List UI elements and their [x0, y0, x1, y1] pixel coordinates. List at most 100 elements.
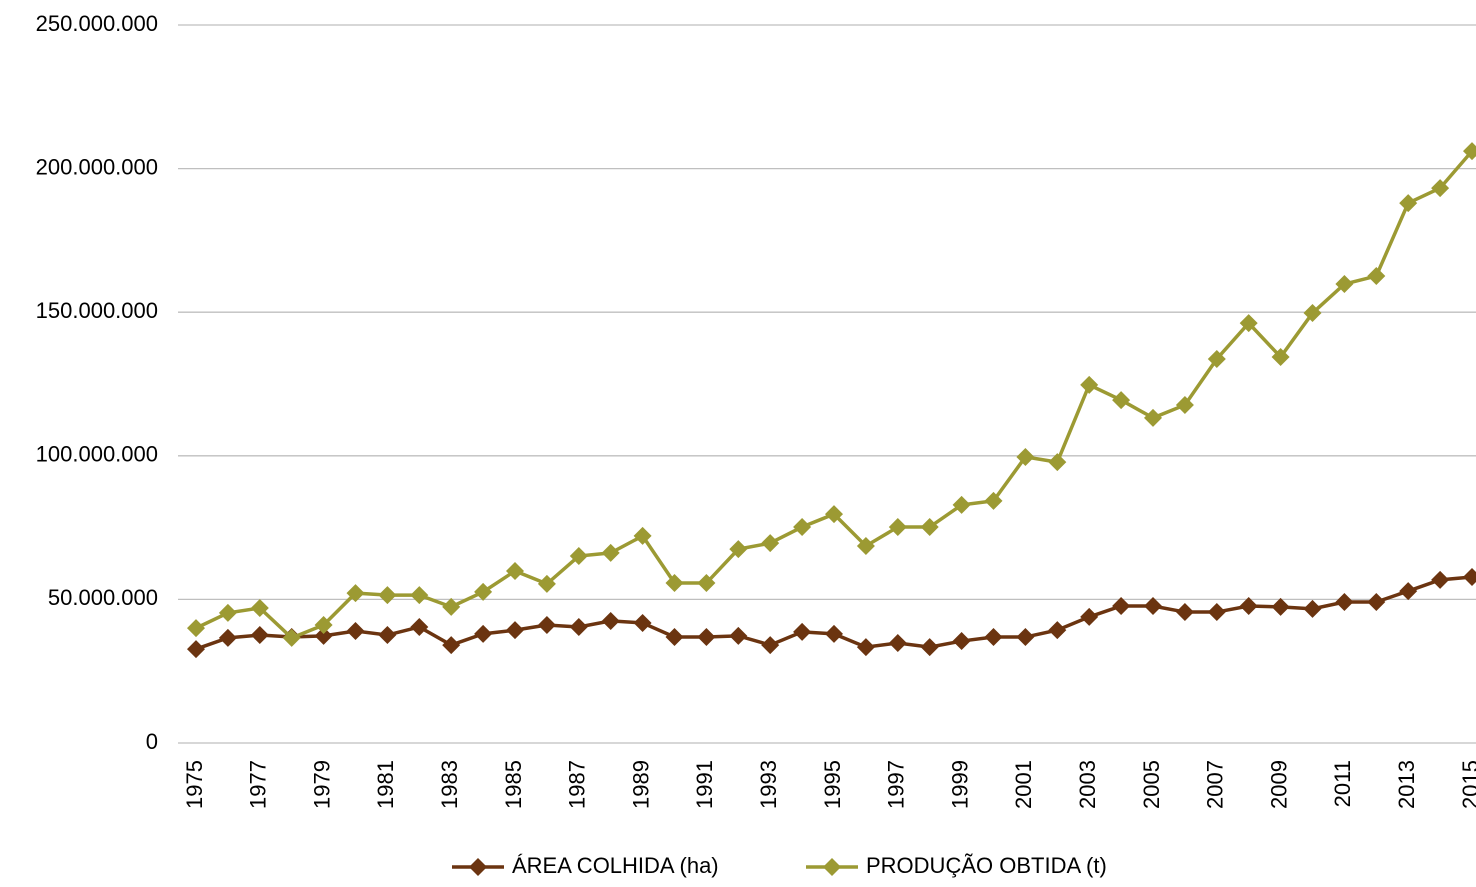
data-point	[218, 603, 237, 622]
data-point	[793, 622, 812, 641]
data-point	[1335, 275, 1354, 294]
data-point	[537, 574, 556, 593]
x-tick-label: 2003	[1075, 760, 1100, 809]
data-point	[1144, 597, 1162, 616]
data-point	[601, 543, 620, 562]
data-point	[1175, 395, 1194, 414]
data-point	[856, 536, 875, 555]
data-point	[314, 615, 333, 634]
data-point	[250, 626, 269, 645]
data-point	[474, 624, 493, 643]
data-point	[984, 628, 1003, 647]
data-point	[1080, 375, 1099, 394]
data-point	[250, 599, 269, 618]
legend-label: PRODUÇÃO OBTIDA (t)	[866, 853, 1107, 878]
data-point	[1175, 603, 1194, 622]
data-point	[952, 495, 971, 514]
legend-marker	[469, 858, 487, 876]
data-point	[442, 636, 461, 655]
data-point	[569, 547, 588, 566]
x-tick-label: 2013	[1394, 760, 1419, 809]
data-point	[1335, 592, 1354, 611]
y-tick-label: 250.000.000	[36, 11, 158, 36]
data-point	[761, 534, 780, 553]
data-point	[187, 619, 205, 638]
data-point	[665, 574, 684, 593]
data-point	[1016, 628, 1035, 647]
x-tick-label: 1989	[628, 760, 653, 809]
x-tick-label: 2007	[1203, 760, 1228, 809]
data-point	[825, 624, 843, 643]
y-tick-label: 100.000.000	[36, 442, 158, 467]
x-tick-label: 2009	[1266, 760, 1291, 809]
data-point	[1239, 597, 1258, 616]
data-point	[1303, 304, 1322, 323]
data-point	[1080, 607, 1099, 626]
x-tick-label: 1979	[309, 760, 334, 809]
x-tick-label: 2015	[1458, 760, 1476, 809]
data-point	[729, 540, 748, 559]
x-tick-label: 1991	[692, 760, 717, 809]
data-point	[314, 626, 333, 645]
data-point	[442, 597, 461, 616]
y-tick-label: 200.000.000	[36, 154, 158, 179]
data-point	[665, 628, 684, 647]
data-point	[633, 526, 652, 545]
x-tick-label: 1999	[947, 760, 972, 809]
data-point	[1016, 447, 1035, 466]
data-point	[346, 621, 365, 640]
data-point	[920, 638, 939, 657]
data-point	[346, 584, 365, 603]
data-point	[410, 617, 429, 636]
data-point	[952, 632, 971, 651]
data-point	[1271, 597, 1290, 616]
x-tick-label: 1993	[756, 760, 781, 809]
data-point	[1399, 582, 1418, 601]
data-point	[282, 628, 301, 647]
x-tick-label: 2001	[1011, 760, 1036, 809]
x-tick-label: 2011	[1330, 760, 1355, 807]
x-tick-label: 1977	[246, 760, 271, 809]
data-point	[1112, 391, 1131, 410]
data-point	[1431, 570, 1450, 589]
data-point	[474, 582, 493, 601]
data-point	[1112, 597, 1131, 616]
data-point	[506, 621, 524, 640]
x-tick-label: 1985	[501, 760, 526, 809]
data-point	[1399, 194, 1418, 213]
data-point	[825, 505, 843, 524]
legend-marker	[823, 858, 841, 876]
x-tick-label: 1975	[182, 760, 207, 809]
data-point	[378, 586, 397, 605]
x-tick-label: 1983	[437, 760, 462, 809]
data-point	[569, 617, 588, 636]
data-point	[218, 628, 237, 647]
data-point	[1048, 453, 1067, 472]
data-point	[1303, 599, 1322, 618]
x-tick-label: 1987	[565, 760, 590, 809]
x-tick-label: 1995	[820, 760, 845, 809]
data-point	[1207, 350, 1226, 369]
data-point	[1463, 567, 1476, 586]
x-tick-label: 2005	[1139, 760, 1164, 809]
data-point	[410, 586, 429, 605]
data-point	[1367, 267, 1386, 286]
y-tick-label: 0	[146, 729, 158, 754]
data-point	[729, 626, 748, 645]
x-tick-label: 1981	[373, 760, 398, 809]
data-point	[506, 561, 524, 580]
data-point	[697, 628, 716, 647]
data-point	[601, 611, 620, 630]
data-point	[1048, 621, 1067, 640]
data-point	[378, 626, 397, 645]
data-point	[888, 518, 907, 537]
data-point	[984, 491, 1003, 510]
data-point	[633, 613, 652, 632]
data-point	[1367, 592, 1386, 611]
y-tick-label: 50.000.000	[48, 585, 158, 610]
series-line	[195, 149, 1474, 640]
y-tick-label: 150.000.000	[36, 298, 158, 323]
data-point	[537, 615, 556, 634]
data-point	[1431, 179, 1450, 198]
